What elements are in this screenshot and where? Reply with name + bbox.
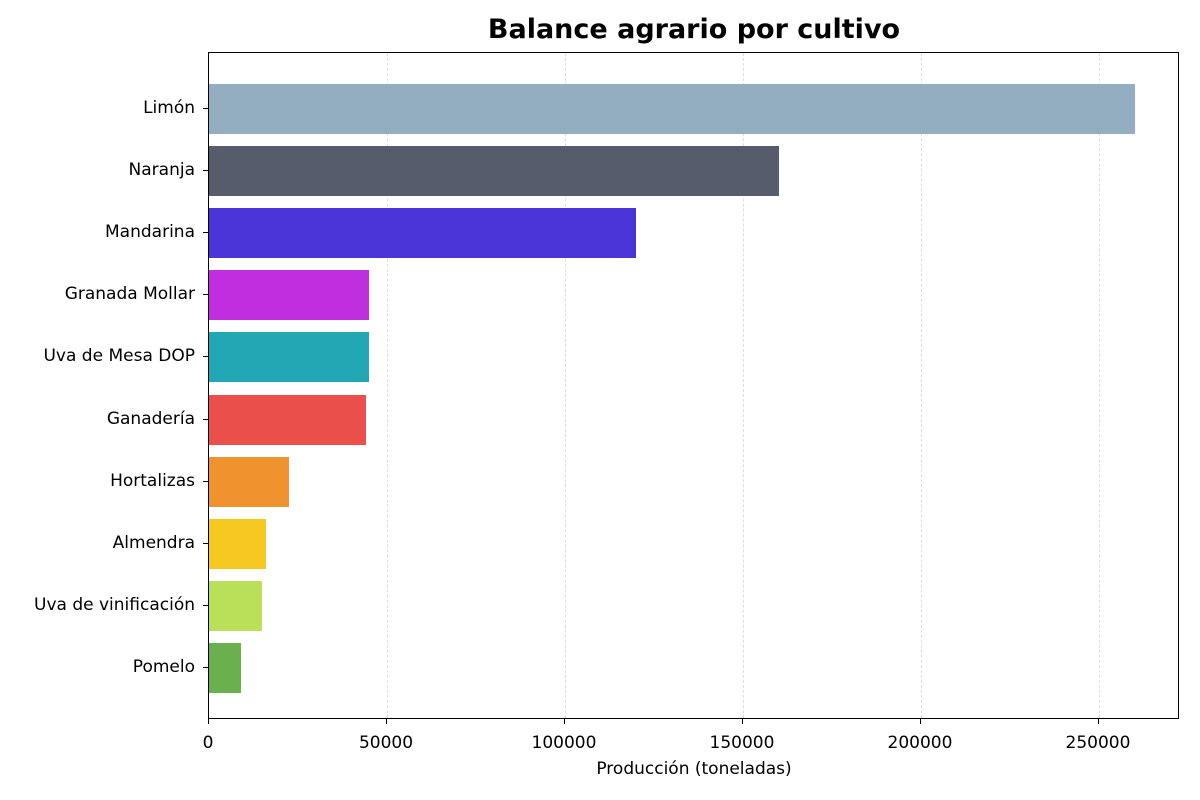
x-gridline (743, 53, 744, 718)
y-tick-label: Mandarina (105, 222, 195, 243)
y-tick-label: Limón (143, 98, 195, 118)
bar (209, 146, 779, 197)
x-tick (386, 719, 387, 724)
y-tick-label: Hortalizas (110, 470, 195, 491)
y-tick-label: Pomelo (132, 656, 195, 677)
y-tick (203, 294, 208, 296)
y-tick (203, 418, 208, 420)
bar (209, 456, 290, 507)
bar (209, 270, 370, 321)
x-tick-label: 50000 (358, 733, 414, 753)
x-tick-label: 150000 (709, 733, 775, 753)
x-tick (208, 719, 209, 724)
x-gridline (921, 53, 922, 718)
y-tick-label: Granada Mollar (64, 284, 195, 305)
x-tick (742, 719, 743, 724)
bar (209, 84, 1135, 134)
x-tick-label: 200000 (887, 733, 953, 753)
y-tick-label: Almendra (112, 532, 195, 553)
y-tick (203, 604, 208, 606)
y-tick (203, 108, 208, 109)
x-axis-title: Producción (toneladas) (596, 759, 792, 779)
bar (209, 580, 263, 631)
x-tick (564, 719, 565, 724)
y-tick-label: Naranja (128, 160, 195, 181)
y-tick-label: Ganadería (106, 408, 195, 429)
y-tick-label: Uva de vinificación (34, 594, 195, 615)
y-tick (203, 480, 208, 482)
x-gridline (387, 53, 388, 718)
chart-title: Balance agrario por cultivo (487, 14, 901, 45)
bar (209, 208, 637, 259)
x-tick-label: 250000 (1065, 733, 1131, 753)
x-gridline (565, 53, 566, 718)
y-tick (203, 542, 208, 544)
y-tick (203, 170, 208, 172)
bar (209, 394, 366, 445)
y-tick (203, 356, 208, 358)
y-tick (203, 666, 208, 668)
x-gridline (1099, 53, 1100, 718)
x-tick (920, 719, 921, 724)
y-tick (203, 232, 208, 234)
plot-area (208, 52, 1179, 719)
x-tick (1098, 719, 1099, 724)
bar (209, 332, 370, 383)
y-tick-label: Uva de Mesa DOP (43, 346, 195, 367)
x-tick-label: 0 (202, 733, 214, 753)
bar (209, 642, 242, 693)
x-tick-label: 100000 (531, 733, 597, 753)
bar (209, 518, 266, 569)
